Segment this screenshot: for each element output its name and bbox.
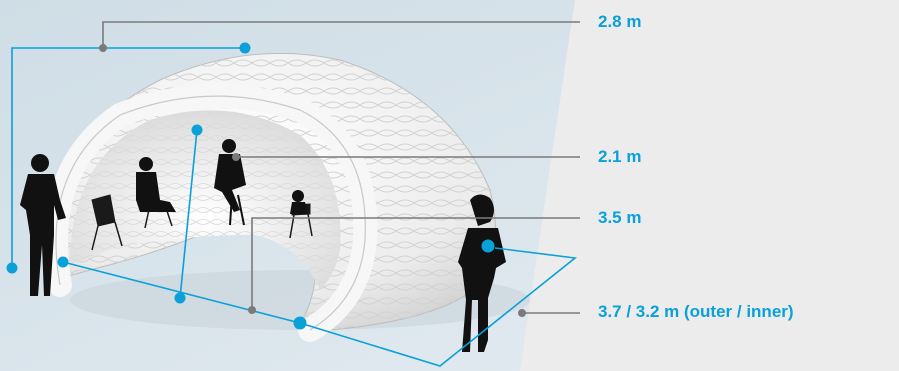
leader-lines [102,21,580,314]
dimension-label-width: 3.7 / 3.2 m (outer / inner) [598,302,794,321]
person-seated-1 [136,157,176,212]
dimension-guide-points [6,42,495,330]
dimension-label-height-outer: 2.8 m [598,12,642,31]
person-seated-2 [214,139,246,226]
person-seated-3 [290,190,308,214]
leader-line-ends [99,44,526,317]
dimension-label-height-inner: 2.1 m [598,147,642,166]
background-right-panel [520,0,899,371]
dimension-guides [11,47,577,367]
dome-front-arch-edge [55,95,366,331]
dome-interior-quilting [70,110,341,290]
person-standing-left [20,154,66,296]
dimension-label-length: 3.5 m [598,208,642,227]
